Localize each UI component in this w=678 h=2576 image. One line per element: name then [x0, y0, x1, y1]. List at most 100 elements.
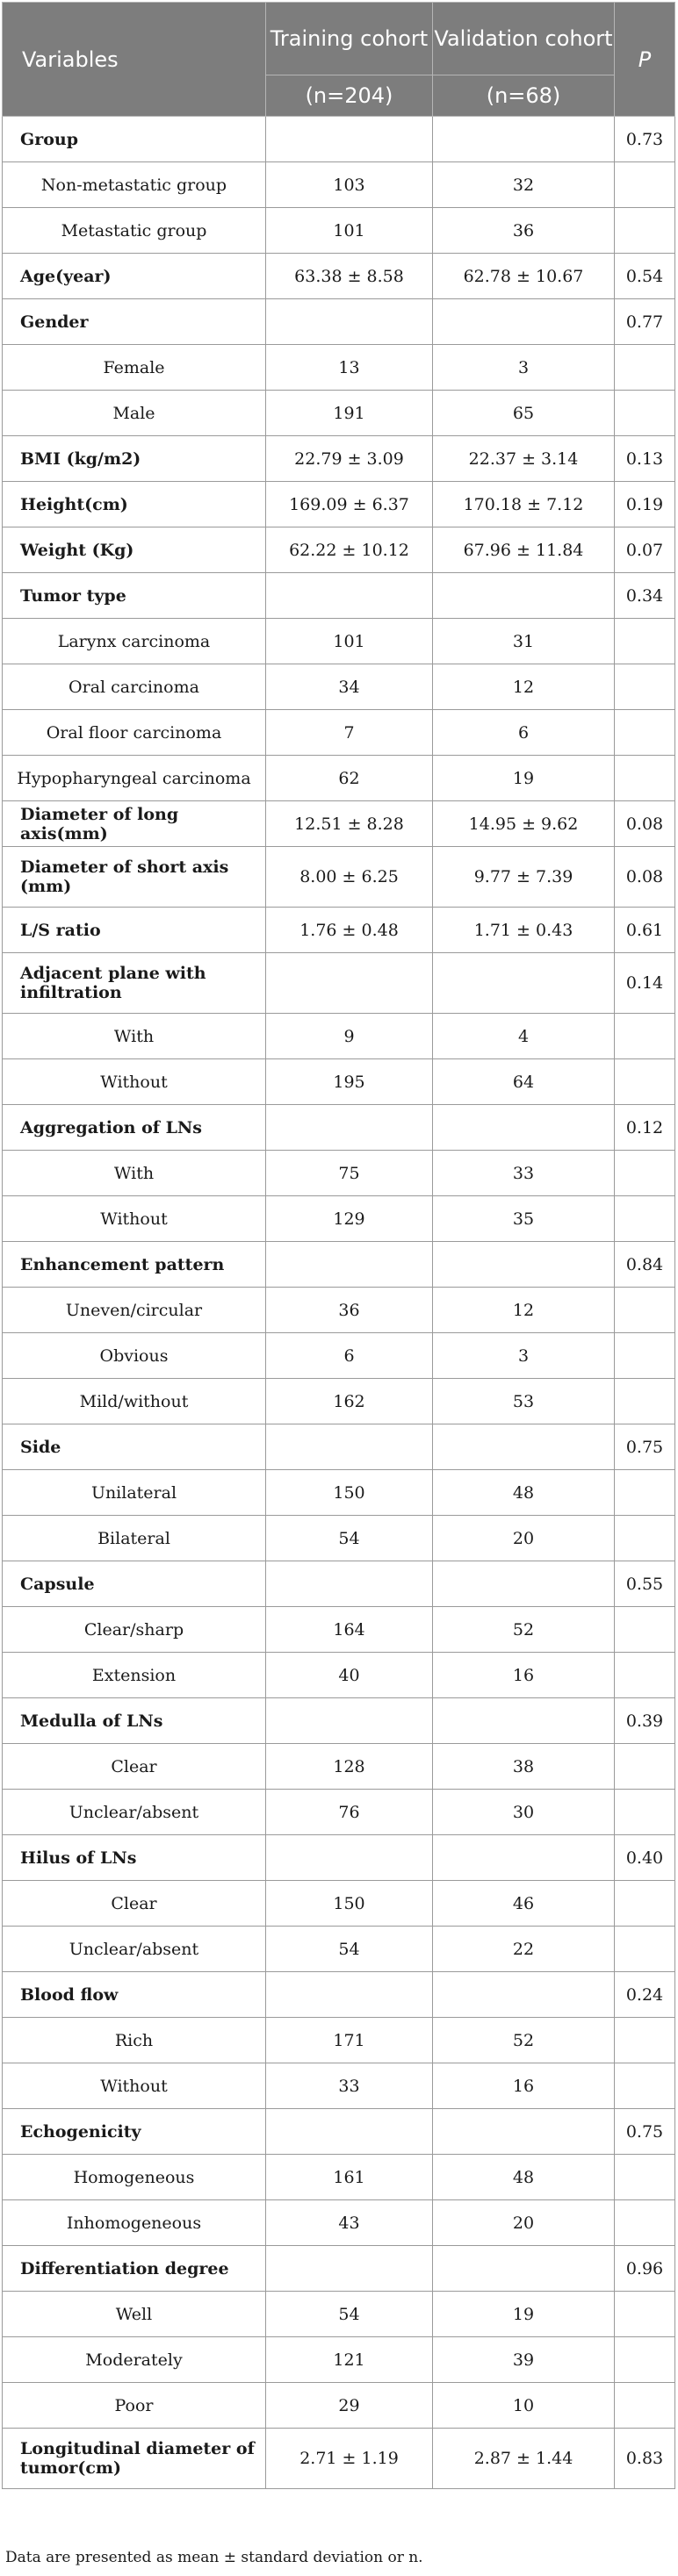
- row-label: Side: [2, 1424, 266, 1470]
- row-label: Unilateral: [2, 1469, 266, 1516]
- table-row-variable: Tumor type 0.34: [2, 572, 675, 619]
- header-training: Training cohort: [265, 2, 433, 75]
- training-value: 121: [265, 2336, 433, 2383]
- row-label: L/S ratio: [2, 907, 266, 953]
- training-value: 12.51 ± 8.28: [265, 800, 433, 847]
- p-value: [614, 1287, 675, 1333]
- row-label: Clear/sharp: [2, 1606, 266, 1653]
- p-value: 0.54: [614, 253, 675, 299]
- data-table: Variables Training cohort Validation coh…: [2, 2, 675, 2489]
- row-label: Enhancement pattern: [2, 1241, 266, 1288]
- table-row-subcategory: Rich 171 52: [2, 2017, 675, 2063]
- validation-value: 20: [432, 1515, 615, 1561]
- validation-value: [432, 1834, 615, 1881]
- table-row-subcategory: Male 191 65: [2, 390, 675, 436]
- table-row-subcategory: Moderately 121 39: [2, 2336, 675, 2383]
- footnote: Data are presented as mean ± standard de…: [5, 2549, 423, 2566]
- validation-value: 9.77 ± 7.39: [432, 846, 615, 908]
- training-value: 76: [265, 1789, 433, 1835]
- table-row-subcategory: Oral floor carcinoma 7 6: [2, 709, 675, 756]
- p-value: 0.83: [614, 2428, 675, 2489]
- p-value: [614, 2336, 675, 2383]
- table-row-subcategory: Bilateral 54 20: [2, 1515, 675, 1561]
- validation-value: 20: [432, 2199, 615, 2246]
- training-value: [265, 1241, 433, 1288]
- table-row-subcategory: Hypopharyngeal carcinoma 62 19: [2, 755, 675, 801]
- p-value: [614, 664, 675, 710]
- table-row-subcategory: Metastatic group 101 36: [2, 207, 675, 254]
- row-label: Oral carcinoma: [2, 664, 266, 710]
- validation-value: 48: [432, 1469, 615, 1516]
- validation-value: 16: [432, 1652, 615, 1698]
- training-value: 162: [265, 1378, 433, 1424]
- table-row-subcategory: Clear/sharp 164 52: [2, 1606, 675, 1653]
- table-row-variable: Height(cm) 169.09 ± 6.37 170.18 ± 7.12 0.19: [2, 481, 675, 527]
- training-value: 75: [265, 1150, 433, 1196]
- training-value: 63.38 ± 8.58: [265, 253, 433, 299]
- p-value: [614, 755, 675, 801]
- row-label: Weight (Kg): [2, 527, 266, 573]
- row-label: Male: [2, 390, 266, 436]
- validation-value: 67.96 ± 11.84: [432, 527, 615, 573]
- training-value: 171: [265, 2017, 433, 2063]
- p-value: [614, 2017, 675, 2063]
- validation-value: 22.37 ± 3.14: [432, 435, 615, 482]
- row-label: Age(year): [2, 253, 266, 299]
- training-value: 43: [265, 2199, 433, 2246]
- row-label: Oral floor carcinoma: [2, 709, 266, 756]
- training-value: 1.76 ± 0.48: [265, 907, 433, 953]
- p-value: [614, 1743, 675, 1790]
- p-value: 0.84: [614, 1241, 675, 1288]
- training-value: 101: [265, 618, 433, 664]
- training-value: 191: [265, 390, 433, 436]
- p-value: 0.75: [614, 1424, 675, 1470]
- header-variables: Variables: [2, 2, 266, 117]
- validation-value: [432, 572, 615, 619]
- validation-value: 53: [432, 1378, 615, 1424]
- row-label: Hilus of LNs: [2, 1834, 266, 1881]
- table-row-subcategory: With 75 33: [2, 1150, 675, 1196]
- p-value: 0.96: [614, 2245, 675, 2292]
- validation-value: 16: [432, 2063, 615, 2109]
- table-row-subcategory: Unclear/absent 76 30: [2, 1789, 675, 1835]
- validation-value: 52: [432, 2017, 615, 2063]
- table-row-variable: Adjacent plane with infiltration 0.14: [2, 952, 675, 1014]
- training-value: [265, 1697, 433, 1744]
- p-value: [614, 207, 675, 254]
- p-value: [614, 618, 675, 664]
- p-value: [614, 1058, 675, 1105]
- table-header: Variables Training cohort Validation coh…: [2, 2, 675, 117]
- training-value: [265, 1424, 433, 1470]
- training-value: 103: [265, 161, 433, 208]
- p-value: 0.40: [614, 1834, 675, 1881]
- training-value: 62: [265, 755, 433, 801]
- training-value: 9: [265, 1013, 433, 1059]
- p-value: 0.61: [614, 907, 675, 953]
- validation-value: [432, 952, 615, 1014]
- row-label: Diameter of long axis(mm): [2, 800, 266, 847]
- p-value: [614, 1789, 675, 1835]
- header-p: P: [614, 2, 675, 117]
- training-value: [265, 116, 433, 162]
- p-value: [614, 2199, 675, 2246]
- validation-value: 39: [432, 2336, 615, 2383]
- p-value: 0.12: [614, 1104, 675, 1151]
- training-value: 150: [265, 1469, 433, 1516]
- training-value: 150: [265, 1880, 433, 1927]
- p-value: 0.24: [614, 1971, 675, 2018]
- training-value: [265, 952, 433, 1014]
- validation-value: 32: [432, 161, 615, 208]
- p-value: [614, 1515, 675, 1561]
- row-label: Without: [2, 1195, 266, 1242]
- p-value: 0.07: [614, 527, 675, 573]
- row-label: Unclear/absent: [2, 1789, 266, 1835]
- training-value: 54: [265, 1515, 433, 1561]
- table-row-variable: Diameter of long axis(mm) 12.51 ± 8.28 14.…: [2, 800, 675, 847]
- p-value: 0.55: [614, 1561, 675, 1607]
- validation-value: 2.87 ± 1.44: [432, 2428, 615, 2489]
- training-value: 54: [265, 2291, 433, 2337]
- row-label: Well: [2, 2291, 266, 2337]
- p-value: [614, 1150, 675, 1196]
- table-row-subcategory: Obvious 6 3: [2, 1332, 675, 1379]
- table-row-subcategory: Without 195 64: [2, 1058, 675, 1105]
